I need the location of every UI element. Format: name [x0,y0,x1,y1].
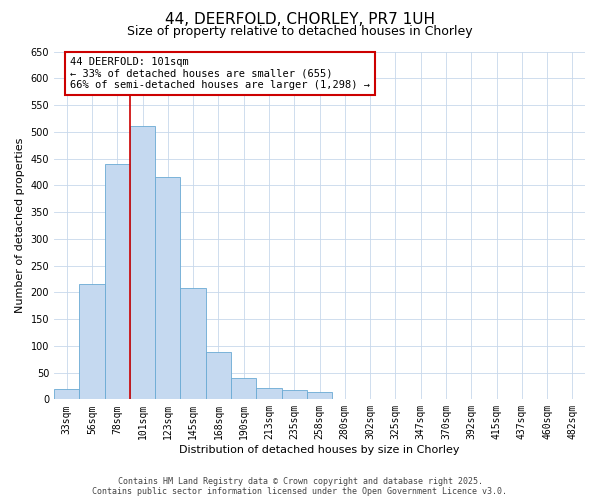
Bar [54,388,79,400]
Text: Contains HM Land Registry data © Crown copyright and database right 2025.
Contai: Contains HM Land Registry data © Crown c… [92,476,508,496]
Bar [104,164,130,400]
Bar [181,288,206,400]
Bar [130,126,155,400]
Bar [307,392,332,400]
Text: 44, DEERFOLD, CHORLEY, PR7 1UH: 44, DEERFOLD, CHORLEY, PR7 1UH [165,12,435,28]
Bar [231,378,256,400]
Text: Size of property relative to detached houses in Chorley: Size of property relative to detached ho… [127,25,473,38]
Bar [79,284,104,400]
Text: 44 DEERFOLD: 101sqm
← 33% of detached houses are smaller (655)
66% of semi-detac: 44 DEERFOLD: 101sqm ← 33% of detached ho… [70,56,370,90]
Bar [206,352,231,400]
Bar [281,390,307,400]
Y-axis label: Number of detached properties: Number of detached properties [15,138,25,313]
Bar [256,388,281,400]
X-axis label: Distribution of detached houses by size in Chorley: Distribution of detached houses by size … [179,445,460,455]
Bar [155,178,181,400]
